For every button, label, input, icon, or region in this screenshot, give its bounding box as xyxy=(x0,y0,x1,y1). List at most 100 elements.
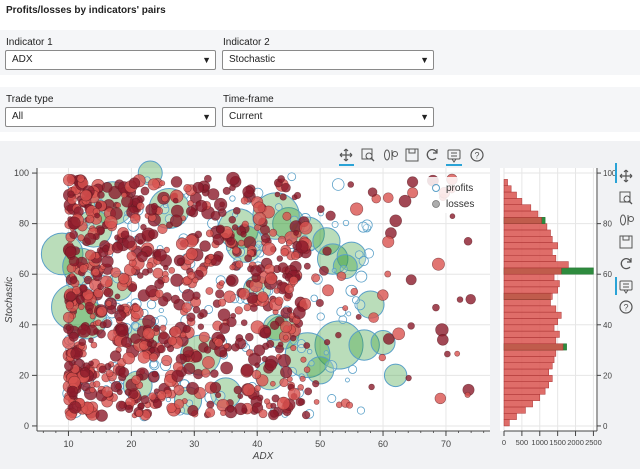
scatter-and-histogram-chart: ? 10 20 30 40 50 60 70 0 20 40 60 80 100 profits los… xyxy=(4,148,634,462)
losses-point xyxy=(207,253,215,261)
losses-point xyxy=(319,265,329,276)
reset-icon[interactable] xyxy=(426,149,438,161)
hist-loss-bar xyxy=(503,261,569,269)
losses-point xyxy=(251,369,262,380)
reset-icon[interactable] xyxy=(620,258,632,270)
hist-loss-bar xyxy=(503,305,557,313)
help-icon[interactable]: ? xyxy=(619,300,633,314)
box-zoom-icon[interactable] xyxy=(619,191,633,205)
losses-point xyxy=(312,380,320,388)
losses-point xyxy=(242,185,255,198)
losses-point xyxy=(89,313,96,320)
indicator1-label: Indicator 1 xyxy=(6,37,53,48)
losses-point xyxy=(264,398,271,405)
losses-point xyxy=(70,347,83,360)
timeframe-select[interactable]: Current ▼ xyxy=(222,107,434,127)
losses-point xyxy=(315,298,324,307)
losses-point xyxy=(212,233,225,246)
losses-point xyxy=(382,192,394,204)
wheel-zoom-icon[interactable] xyxy=(384,149,398,161)
losses-point xyxy=(243,303,252,312)
losses-point xyxy=(117,272,130,285)
losses-point xyxy=(244,254,253,263)
losses-point xyxy=(234,402,247,416)
losses-point xyxy=(226,171,240,186)
box-zoom-icon[interactable] xyxy=(361,148,375,162)
losses-point xyxy=(207,188,220,201)
profits-point xyxy=(348,364,358,374)
losses-point xyxy=(114,309,126,322)
timeframe-label: Time-frame xyxy=(223,94,274,105)
losses-point xyxy=(86,308,94,315)
losses-point xyxy=(218,280,225,286)
profits-point xyxy=(323,350,329,356)
losses-point xyxy=(159,324,167,332)
losses-point xyxy=(190,350,203,363)
losses-point xyxy=(277,353,291,368)
losses-point xyxy=(214,338,224,348)
hist-loss-bar xyxy=(503,413,517,420)
losses-point xyxy=(140,395,150,405)
losses-point xyxy=(115,202,122,209)
losses-point xyxy=(162,264,169,271)
indicator2-select[interactable]: Stochastic ▼ xyxy=(222,50,434,70)
hover-icon[interactable] xyxy=(447,149,461,163)
hover-icon[interactable] xyxy=(619,280,633,294)
losses-point xyxy=(67,190,75,198)
losses-point xyxy=(201,368,211,378)
losses-point xyxy=(62,173,76,187)
losses-point xyxy=(285,239,293,247)
losses-point xyxy=(222,186,231,195)
losses-point xyxy=(277,235,287,244)
losses-point xyxy=(311,273,321,283)
losses-point xyxy=(131,375,141,385)
losses-point xyxy=(161,355,173,367)
indicator1-select[interactable]: ADX ▼ xyxy=(5,50,216,70)
losses-point xyxy=(250,265,262,277)
trade-type-select[interactable]: All ▼ xyxy=(5,107,216,127)
losses-point xyxy=(88,337,94,344)
profits-point xyxy=(331,220,339,228)
losses-point xyxy=(103,287,114,298)
losses-point xyxy=(210,210,221,221)
losses-point xyxy=(90,341,98,349)
losses-point xyxy=(89,386,96,394)
losses-point xyxy=(83,232,97,245)
profits-point xyxy=(183,193,189,199)
pan-icon[interactable] xyxy=(619,169,633,183)
losses-point xyxy=(252,212,267,226)
y-tick-label: 20 xyxy=(19,370,29,380)
save-icon[interactable] xyxy=(619,235,633,249)
losses-point xyxy=(299,221,313,235)
losses-point xyxy=(226,275,236,286)
hist-loss-bar xyxy=(503,236,553,243)
losses-point xyxy=(79,367,91,378)
losses-point xyxy=(79,284,88,293)
hist-loss-bar xyxy=(503,185,512,193)
losses-point xyxy=(128,389,139,400)
losses-point xyxy=(299,375,306,382)
help-icon[interactable]: ? xyxy=(470,148,484,162)
pan-icon[interactable] xyxy=(339,148,353,162)
profits-point xyxy=(331,178,345,191)
losses-point xyxy=(232,246,241,255)
losses-point xyxy=(232,206,241,215)
svg-text:?: ? xyxy=(474,151,479,161)
losses-point xyxy=(135,409,144,418)
hist-y-tick-label: 40 xyxy=(603,321,612,330)
wheel-zoom-icon[interactable] xyxy=(620,214,634,226)
losses-point xyxy=(136,251,148,263)
losses-point xyxy=(389,214,402,228)
x-tick-label: 60 xyxy=(378,439,388,449)
losses-point xyxy=(101,386,113,398)
save-icon[interactable] xyxy=(405,148,419,162)
y-axis-label: Stochastic xyxy=(4,277,15,323)
profits-point xyxy=(274,203,283,211)
x-tick-label: 20 xyxy=(126,439,136,449)
losses-point xyxy=(148,392,157,401)
losses-point xyxy=(110,267,121,278)
hist-x-tick-label: 500 xyxy=(516,438,529,447)
losses-point xyxy=(64,246,77,258)
profits-point xyxy=(158,307,164,314)
losses-point xyxy=(350,287,359,296)
